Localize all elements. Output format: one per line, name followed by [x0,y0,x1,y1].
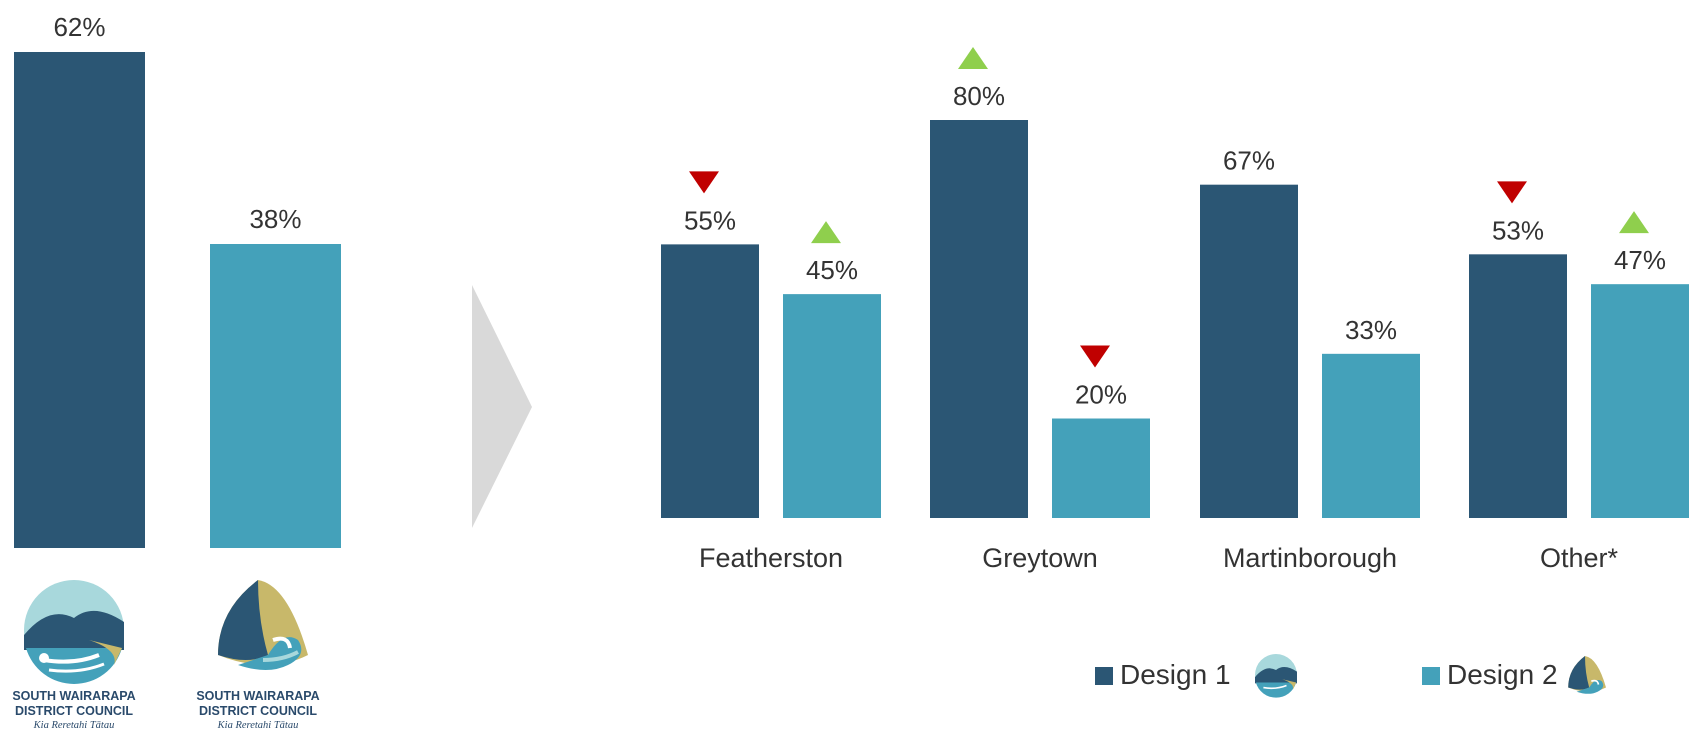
green-up-triangle-icon [811,221,841,244]
data-label: 67% [1223,146,1275,176]
design-1-logo-icon [1255,654,1297,698]
bar-other-design-1 [1469,254,1567,518]
bar-featherston-design-2 [783,294,881,518]
category-label: Greytown [982,543,1098,573]
design-2-logo-icon [1568,656,1606,694]
bar-design-2 [210,244,341,548]
overall-bar-chart: 62% 38% [14,12,341,548]
data-label: 20% [1075,380,1127,410]
legend-label-design-2: Design 2 [1447,659,1558,690]
legend-swatch-design-1 [1095,667,1113,685]
design-1-logo-line1: SOUTH WAIRARAPA [12,689,135,703]
bar-other-design-2 [1591,284,1689,518]
category-label: Martinborough [1223,543,1397,573]
category-label: Featherston [699,543,843,573]
bar-greytown-design-2 [1052,418,1150,518]
design-2-logo-motto: Kia Reretahi Tātau [217,720,299,731]
bar-martinborough-design-2 [1322,353,1420,518]
design-1-logo-icon [24,580,124,684]
bar-design-1 [14,52,145,548]
design-2-logo: SOUTH WAIRARAPA DISTRICT COUNCIL Kia Rer… [196,580,320,731]
category-label: Other* [1540,543,1619,573]
red-down-triangle-icon [1080,345,1110,368]
data-label: 53% [1492,215,1544,245]
bar-greytown-design-1 [930,120,1028,518]
red-down-triangle-icon [689,171,719,194]
green-up-triangle-icon [1619,211,1649,234]
data-label: 38% [249,204,301,234]
design-1-logo-motto: Kia Reretahi Tātau [33,720,115,731]
data-label: 33% [1345,315,1397,345]
data-label: 62% [53,12,105,42]
red-down-triangle-icon [1497,181,1527,204]
data-label: 80% [953,81,1005,111]
legend-label-design-1: Design 1 [1120,659,1231,690]
design-2-logo-line2: DISTRICT COUNCIL [199,704,317,718]
design-2-logo-icon [218,580,308,670]
data-label: 47% [1614,245,1666,275]
design-1-logo-line2: DISTRICT COUNCIL [15,704,133,718]
bar-martinborough-design-1 [1200,184,1298,519]
design-1-logo: SOUTH WAIRARAPA DISTRICT COUNCIL Kia Rer… [12,580,136,731]
legend-swatch-design-2 [1422,667,1440,685]
town-bar-chart: 55% 45% Featherston 80% 20% Greytown 67% 33% Mar… [661,47,1689,573]
green-up-triangle-icon [958,47,988,69]
design-2-logo-line1: SOUTH WAIRARAPA [196,689,319,703]
data-label: 45% [806,255,858,285]
bar-featherston-design-1 [661,244,759,518]
data-label: 55% [684,205,736,235]
legend: Design 1 Design 2 [1095,654,1606,698]
chevron-right-arrow-icon [472,285,532,528]
